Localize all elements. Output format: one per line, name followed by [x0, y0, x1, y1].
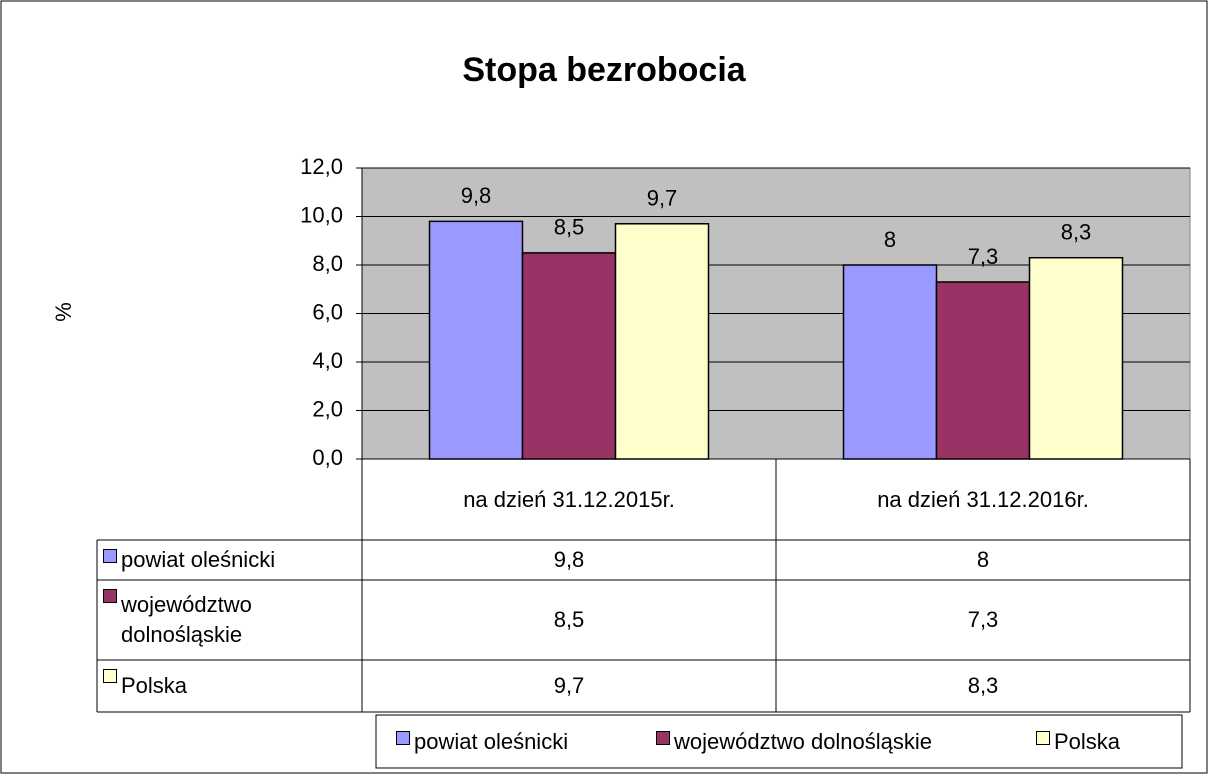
table-cell: 8 [776, 540, 1190, 580]
y-tick-label: 12,0 [300, 154, 343, 179]
x-tick-label-text: na dzień 31.12.2016r. [877, 487, 1089, 512]
x-tick-label-box: na dzień 31.12.2016r. [836, 461, 1130, 539]
table-cell: 8,5 [362, 580, 776, 660]
y-tick-label: 6,0 [312, 299, 343, 324]
legend-entry: Polska [1032, 722, 1208, 762]
table-row-label-text: województwo dolnośląskie [121, 592, 252, 647]
legend-entry-box: powiat oleśnicki [392, 722, 752, 762]
legend-entry-text: województwo dolnośląskie [674, 729, 933, 754]
legend-entry: województwo dolnośląskie [652, 722, 1012, 762]
table-cell: 9,8 [362, 540, 776, 580]
table-cell-text: 8,5 [553, 607, 585, 632]
table-cell-text: 9,7 [553, 673, 585, 698]
table-cell-box: 8,3 [776, 660, 1190, 712]
legend-swatch [103, 549, 117, 563]
legend-entry-text: powiat oleśnicki [414, 729, 569, 754]
table-cell-text: 9,8 [553, 547, 585, 572]
legend-swatch [103, 589, 117, 603]
x-tick-label-box: na dzień 31.12.2015r. [422, 461, 716, 539]
y-tick-label: 2,0 [312, 396, 343, 421]
table-cell: 7,3 [776, 580, 1190, 660]
bar [842, 264, 938, 460]
y-tick-label: 8,0 [312, 251, 343, 276]
table-cell-text: 7,3 [967, 607, 999, 632]
table-cell-box: 8,5 [362, 580, 776, 660]
table-row-label-box: województwo dolnośląskie [99, 580, 361, 660]
table-cell-box: 7,3 [776, 580, 1190, 660]
data-label: 8,3 [1061, 220, 1092, 245]
bar [521, 252, 617, 460]
table-row-label-box: Polska [99, 660, 361, 712]
bar [428, 220, 524, 460]
bar [1028, 256, 1124, 460]
legend-swatch [103, 669, 117, 683]
x-tick-label-text: na dzień 31.12.2015r. [463, 487, 675, 512]
x-tick-label: na dzień 31.12.2015r. [422, 461, 716, 539]
table-row-label: powiat oleśnicki [99, 540, 361, 580]
bar [614, 223, 710, 460]
table-row-label: Polska [99, 660, 361, 712]
legend-entry: powiat oleśnicki [392, 722, 752, 762]
table-row-label-text: Polska [121, 673, 188, 698]
data-label: 7,3 [968, 244, 999, 269]
data-label: 8,5 [554, 215, 585, 240]
legend-entry-box: województwo dolnośląskie [652, 722, 1012, 762]
y-tick-label: 4,0 [312, 348, 343, 373]
bar [935, 281, 1031, 460]
table-row-label: województwo dolnośląskie [99, 580, 361, 660]
x-tick-label: na dzień 31.12.2016r. [836, 461, 1130, 539]
chart-title: Stopa bezrobocia [462, 51, 746, 89]
y-tick-label: 0,0 [312, 445, 343, 470]
legend-swatch [1036, 731, 1050, 745]
data-label: 9,8 [461, 183, 492, 208]
table-cell-box: 9,8 [362, 540, 776, 580]
table-cell: 9,7 [362, 660, 776, 712]
table-cell-box: 9,7 [362, 660, 776, 712]
table-cell-text: 8 [976, 547, 990, 572]
legend-swatch [656, 731, 670, 745]
legend-entry-box: Polska [1032, 722, 1208, 762]
legend-entry-text: Polska [1054, 729, 1121, 754]
data-label: 9,7 [647, 186, 678, 211]
y-tick-label: 10,0 [300, 202, 343, 227]
data-label: 8 [884, 227, 896, 252]
table-row-label-box: powiat oleśnicki [99, 540, 361, 580]
table-row-label-text: powiat oleśnicki [121, 547, 276, 572]
legend-swatch [396, 731, 410, 745]
table-cell-text: 8,3 [967, 673, 999, 698]
y-axis-label: % [51, 302, 76, 322]
table-cell-box: 8 [776, 540, 1190, 580]
table-cell: 8,3 [776, 660, 1190, 712]
